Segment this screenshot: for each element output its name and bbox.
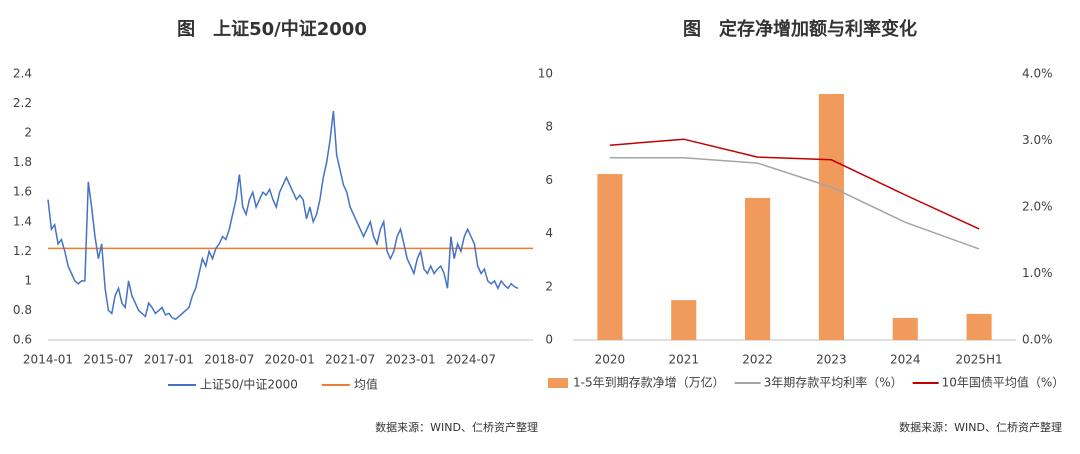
y-tick-label: 1 <box>24 273 32 287</box>
bar <box>892 317 918 340</box>
y-tick-label: 1.6 <box>13 185 32 199</box>
x-tick-label: 2023 <box>816 353 847 367</box>
y-tick-label: 1.4 <box>13 214 32 228</box>
x-tick-label: 2018-07 <box>204 353 254 367</box>
legend-swatch <box>548 378 568 388</box>
x-tick-label: 2015-07 <box>83 353 133 367</box>
bar <box>818 93 844 340</box>
y-tick-label: 8 <box>545 120 553 134</box>
legend-label: 1-5年到期存款净增（万亿） <box>573 375 725 390</box>
y-tick-label: 4 <box>545 226 553 240</box>
y-tick-label: 0.8 <box>13 303 32 317</box>
source-note: 数据来源：WIND、仁桥资产整理 <box>375 420 538 434</box>
y-tick-label: 2 <box>545 279 553 293</box>
y-tick-label: 10 <box>538 67 553 81</box>
x-tick-label: 2023-01 <box>386 353 436 367</box>
y-tick-label: 1.2 <box>13 244 32 258</box>
bar <box>745 197 771 340</box>
y2-tick-label: 4.0% <box>1022 67 1053 81</box>
series-line <box>609 138 980 230</box>
y2-tick-label: 2.0% <box>1022 200 1053 214</box>
bar <box>671 300 697 340</box>
x-tick-label: 2020-01 <box>265 353 315 367</box>
legend-label: 3年期存款平均利率（%） <box>764 375 903 390</box>
y-tick-label: 2 <box>24 126 32 140</box>
x-tick-label: 2021 <box>668 353 699 367</box>
x-tick-label: 2024 <box>890 353 921 367</box>
y-tick-label: 6 <box>545 173 553 187</box>
y-tick-label: 0.6 <box>13 333 32 347</box>
y-tick-label: 0 <box>545 333 553 347</box>
series-line <box>609 157 980 250</box>
y2-tick-label: 1.0% <box>1022 266 1053 280</box>
y-tick-label: 2.4 <box>13 67 32 81</box>
legend-label: 均值 <box>354 377 378 392</box>
legend-label: 上证50/中证2000 <box>200 377 298 392</box>
series-line <box>47 110 519 321</box>
bar <box>597 174 623 340</box>
x-tick-label: 2021-07 <box>325 353 375 367</box>
x-tick-label: 2024-07 <box>446 353 496 367</box>
chart-title: 图 定存净增加额与利率变化 <box>683 18 917 40</box>
x-tick-label: 2017-01 <box>144 353 194 367</box>
source-note: 数据来源：WIND、仁桥资产整理 <box>899 420 1062 434</box>
x-tick-label: 2025H1 <box>955 353 1002 367</box>
y2-tick-label: 3.0% <box>1022 133 1053 147</box>
x-tick-label: 2020 <box>595 353 626 367</box>
legend-label: 10年国债平均值（%） <box>942 375 1065 390</box>
bar <box>966 313 992 340</box>
y-tick-label: 1.8 <box>13 155 32 169</box>
x-tick-label: 2014-01 <box>23 353 73 367</box>
y2-tick-label: 0.0% <box>1022 333 1053 347</box>
y-tick-label: 2.2 <box>13 96 32 110</box>
chart-title: 图 上证50/中证2000 <box>177 18 367 40</box>
x-tick-label: 2022 <box>742 353 773 367</box>
